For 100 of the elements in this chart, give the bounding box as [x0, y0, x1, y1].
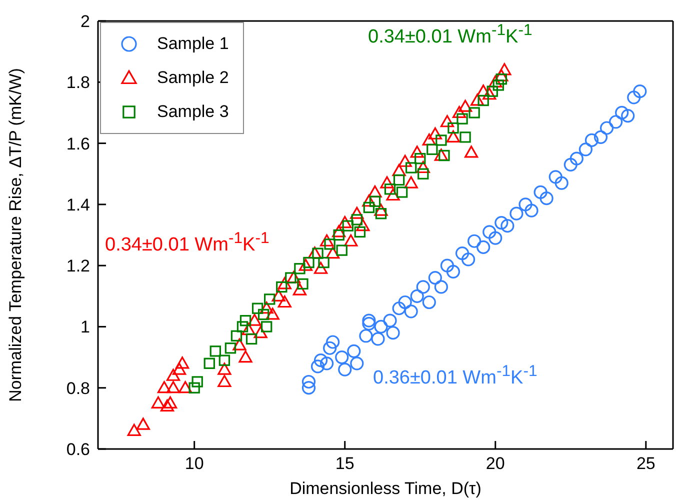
point: [166, 381, 180, 394]
annotation: 0.34±0.01 Wm$^{-1}$K$^{-1}$: [105, 230, 270, 256]
legend-label: Sample 1: [157, 34, 229, 54]
point: [278, 277, 292, 290]
point: [383, 314, 397, 328]
point: [326, 246, 340, 259]
annotation: 0.34±0.01 Wm$^{-1}$K$^{-1}$: [368, 22, 532, 48]
point: [260, 321, 272, 332]
point: [338, 362, 352, 376]
point: [218, 354, 230, 366]
point: [276, 281, 288, 293]
x-tick-label: 10: [184, 454, 204, 474]
point: [264, 294, 276, 305]
point: [396, 186, 408, 198]
x-tick-label: 15: [335, 454, 354, 474]
point: [363, 202, 375, 214]
point: [615, 106, 629, 120]
point: [468, 107, 480, 118]
point: [434, 280, 448, 294]
point: [254, 326, 268, 338]
point: [386, 188, 400, 201]
point: [157, 381, 172, 394]
point: [260, 302, 274, 314]
point: [392, 302, 406, 316]
point: [136, 418, 150, 430]
point: [172, 362, 186, 375]
point: [338, 216, 352, 228]
point: [464, 146, 478, 158]
point: [362, 314, 376, 328]
point: [151, 396, 166, 408]
point: [232, 338, 246, 350]
point: [570, 152, 584, 166]
point: [455, 246, 470, 260]
point: [470, 94, 484, 106]
point: [210, 346, 222, 357]
point: [422, 295, 436, 310]
point: [398, 295, 412, 310]
point: [633, 84, 647, 98]
point: [333, 229, 344, 241]
point: [298, 258, 313, 271]
point: [356, 219, 370, 232]
point: [393, 174, 405, 186]
point: [278, 295, 292, 308]
x-tick-label: 20: [486, 454, 505, 474]
point: [498, 63, 512, 76]
point: [548, 170, 562, 184]
point: [294, 263, 306, 274]
point: [258, 308, 270, 320]
point: [344, 234, 358, 246]
point: [354, 226, 366, 238]
point: [496, 73, 508, 85]
point: [314, 262, 328, 274]
point: [452, 106, 466, 118]
point: [434, 148, 448, 161]
point: [248, 314, 262, 326]
point: [252, 302, 264, 314]
point: [286, 271, 300, 284]
point: [510, 206, 524, 220]
point: [410, 146, 424, 158]
point: [416, 280, 430, 294]
y-tick-label: 2: [80, 12, 90, 32]
point: [230, 330, 242, 342]
point: [594, 130, 608, 144]
legend-label: Sample 2: [157, 68, 229, 88]
point: [359, 329, 373, 343]
point: [374, 204, 388, 216]
point: [350, 356, 364, 370]
point: [436, 134, 447, 146]
point: [224, 342, 236, 354]
point: [160, 399, 174, 412]
point: [302, 374, 316, 389]
point: [320, 234, 334, 246]
point: [371, 332, 385, 346]
point: [540, 192, 554, 206]
point: [482, 88, 496, 100]
point: [323, 341, 337, 355]
point: [461, 252, 476, 266]
point: [428, 127, 442, 140]
point: [609, 115, 623, 129]
y-tick-label: 1: [80, 318, 90, 337]
point: [218, 362, 232, 375]
point: [362, 194, 376, 207]
point: [456, 113, 468, 124]
point: [621, 108, 635, 123]
point: [320, 356, 334, 370]
point: [416, 160, 430, 174]
y-tick-label: 1.4: [66, 195, 90, 214]
point: [500, 219, 514, 233]
point: [518, 198, 532, 212]
point: [398, 154, 412, 167]
point: [476, 240, 490, 254]
point: [380, 176, 394, 188]
point: [554, 176, 568, 190]
point: [440, 115, 454, 128]
point: [448, 122, 459, 134]
point: [163, 396, 178, 408]
point: [404, 304, 418, 318]
point: [342, 220, 354, 232]
point: [272, 289, 286, 302]
point: [414, 152, 426, 164]
